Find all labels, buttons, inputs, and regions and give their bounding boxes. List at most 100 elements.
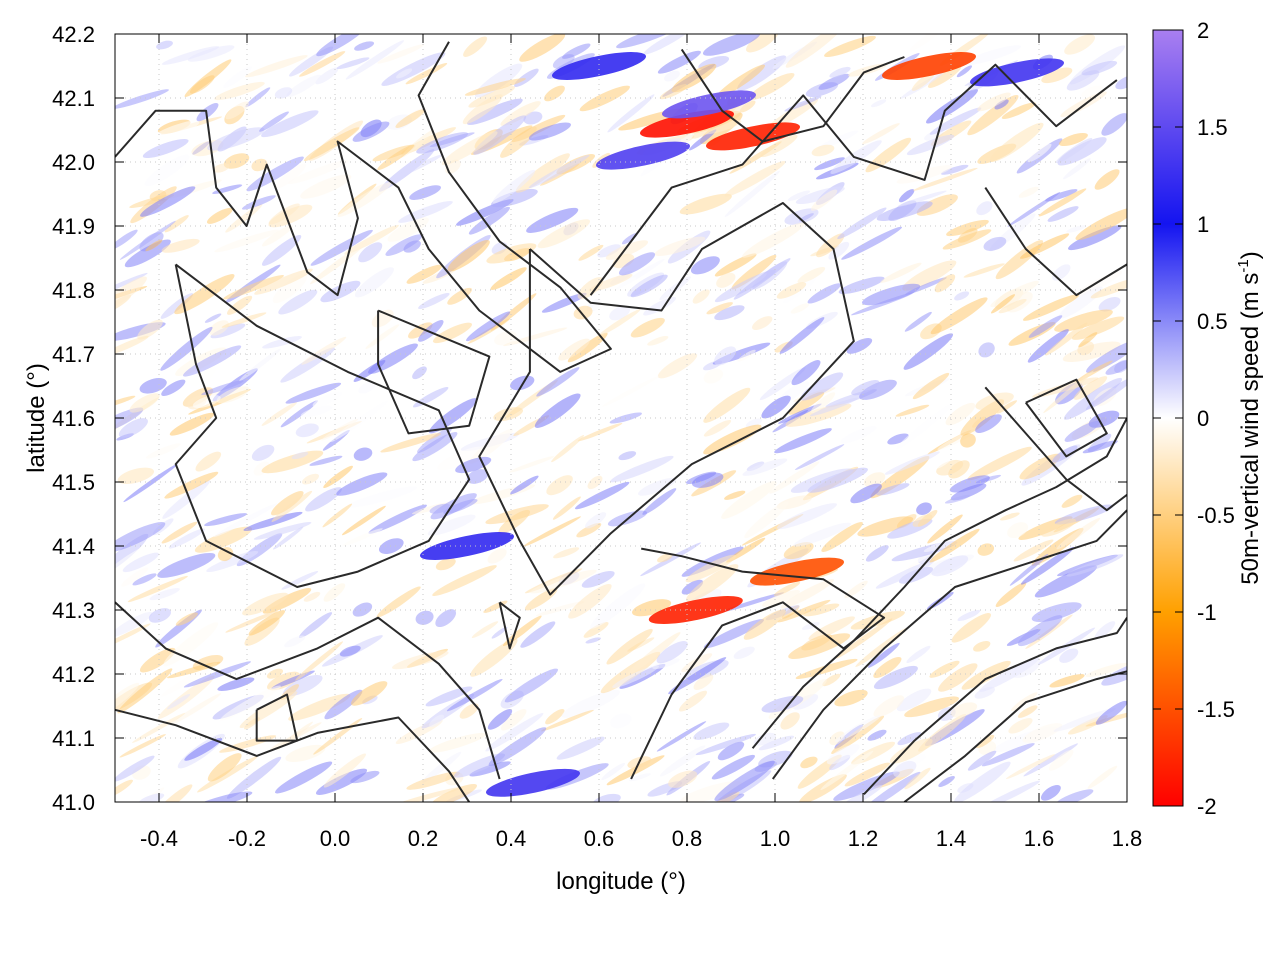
field-streak: [1073, 376, 1108, 400]
field-streak: [157, 552, 216, 578]
field-streak: [430, 784, 478, 802]
field-streak: [681, 579, 704, 595]
field-streak: [784, 208, 819, 225]
field-streak: [396, 68, 413, 79]
field-streak: [960, 433, 976, 448]
field-streak: [761, 395, 791, 419]
field-streak: [207, 753, 242, 782]
field-feature: [420, 532, 514, 560]
field-streak: [935, 449, 960, 469]
field-streak: [946, 219, 989, 237]
field-streak: [656, 721, 707, 752]
field-streak: [808, 616, 855, 641]
field-streak: [149, 190, 167, 202]
field-streak: [975, 734, 995, 749]
contour-line: [630, 547, 886, 780]
field-streak: [201, 380, 244, 396]
field-streak: [865, 545, 889, 562]
field-streak: [1073, 270, 1123, 298]
field-streak: [618, 252, 656, 276]
field-streak: [156, 784, 193, 802]
field-streak: [714, 305, 745, 321]
field-streak: [387, 217, 429, 242]
field-streak: [896, 688, 932, 712]
field-streak: [161, 46, 219, 65]
field-streak: [706, 302, 733, 315]
x-tick-label: 1.4: [936, 826, 967, 851]
field-streak: [392, 650, 449, 670]
field-streak: [275, 163, 307, 189]
y-tick-label: 41.9: [52, 214, 95, 239]
field-streak: [1001, 102, 1036, 120]
field-streak: [895, 404, 930, 417]
field-streak: [412, 432, 458, 462]
field-streak: [769, 461, 820, 494]
field-streak: [846, 337, 873, 354]
field-streak: [929, 660, 960, 678]
field-streak: [164, 215, 189, 233]
field-streak: [300, 174, 352, 199]
field-streak: [261, 402, 298, 426]
y-tick-label: 41.8: [52, 278, 95, 303]
field-streak: [245, 55, 308, 78]
field-streak: [957, 609, 981, 622]
field-streak: [642, 488, 677, 515]
field-streak: [271, 490, 313, 522]
field-streak: [829, 66, 851, 78]
field-streak: [261, 234, 302, 266]
field-streak: [225, 204, 263, 233]
field-streak: [213, 163, 230, 173]
field-streak: [688, 129, 717, 151]
field-streak: [1062, 341, 1121, 363]
field-streak: [941, 164, 969, 175]
x-tick-label: -0.2: [228, 826, 266, 851]
field-streak: [491, 626, 508, 639]
field-streak: [1045, 189, 1078, 202]
field-streak: [861, 283, 921, 306]
x-axis-ticks: -0.4 -0.2 0.0 0.2 0.4 0.6 0.8 1.0 1.2 1.4 1.6 1.8: [140, 34, 1142, 851]
field-streak: [206, 207, 233, 224]
field-streak: [664, 70, 680, 82]
field-feature: [486, 768, 580, 797]
field-streak: [220, 685, 281, 721]
field-streak: [790, 468, 853, 493]
field-streak: [368, 504, 427, 534]
field-streak: [287, 159, 349, 185]
field-streak: [1007, 522, 1029, 539]
field-streak: [951, 612, 991, 643]
colorbar-tick-label: -1: [1197, 600, 1217, 625]
field-streak: [342, 528, 383, 546]
field-streak: [1071, 316, 1125, 340]
field-streak: [115, 522, 166, 553]
field-streak: [977, 543, 995, 556]
field-streak: [216, 386, 250, 404]
field-streak: [787, 190, 811, 201]
field-streak: [998, 298, 1027, 314]
field-streak: [953, 761, 1011, 802]
field-streak: [1020, 546, 1075, 585]
field-streak: [469, 761, 511, 777]
field-streak: [601, 762, 626, 781]
field-feature: [970, 58, 1064, 87]
field-streak: [562, 43, 591, 59]
field-streak: [1054, 789, 1094, 802]
field-streak: [170, 693, 222, 725]
field-streak: [926, 88, 978, 124]
field-streak: [380, 433, 441, 453]
field-streak: [415, 610, 434, 625]
field-streak: [490, 267, 527, 290]
field-streak: [887, 433, 909, 445]
field-streak: [464, 78, 526, 96]
field-streak: [585, 637, 601, 644]
field-streak: [898, 189, 915, 203]
field-streak: [301, 473, 320, 485]
field-streak: [275, 761, 333, 794]
field-streak: [537, 219, 591, 249]
field-streak: [161, 238, 200, 253]
field-streak: [774, 428, 832, 454]
field-streak: [262, 588, 312, 614]
field-streak: [285, 744, 326, 762]
field-streak: [616, 34, 681, 49]
field-streak: [733, 646, 755, 659]
